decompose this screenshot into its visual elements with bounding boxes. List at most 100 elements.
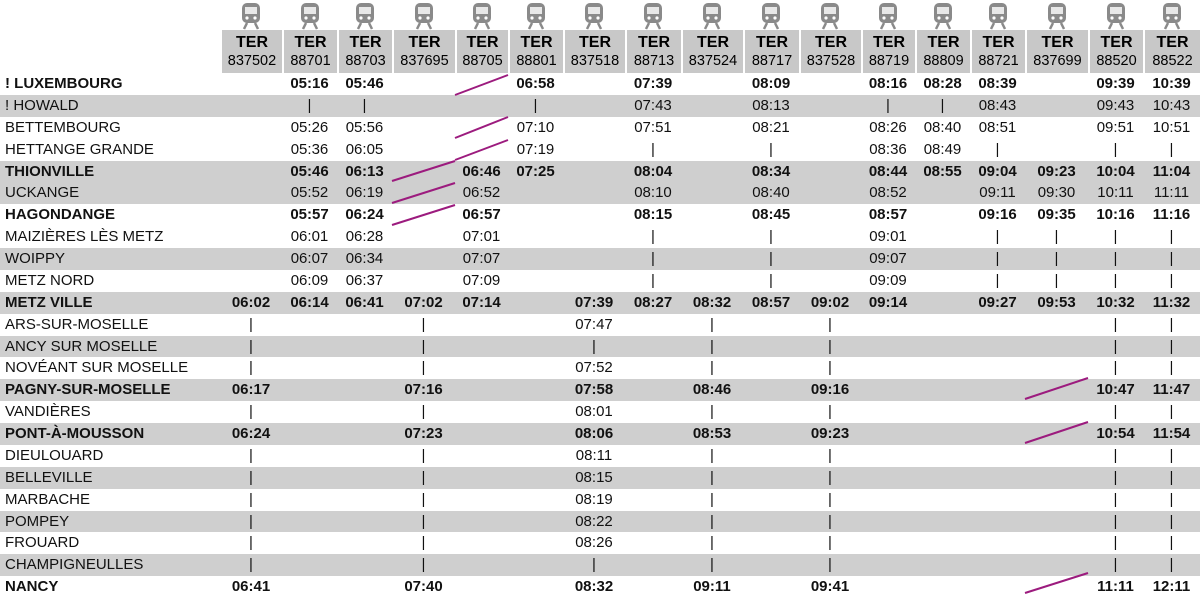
time: 07:39 — [574, 293, 614, 311]
train-header: TER 88705 — [455, 30, 508, 73]
time: 07:02 — [404, 293, 443, 311]
pass-through: | — [249, 403, 253, 421]
time: 09:09 — [869, 271, 907, 289]
pass-through: | — [1113, 228, 1118, 246]
time: 10:51 — [1152, 118, 1191, 136]
train-type: TER — [579, 34, 611, 51]
time: 10:43 — [1152, 96, 1191, 114]
train-icon — [414, 3, 433, 30]
station-name: THIONVILLE — [5, 162, 95, 180]
time: 08:36 — [869, 140, 907, 158]
time: 07:19 — [516, 140, 555, 158]
pass-through: | — [769, 250, 773, 267]
timetable-row — [0, 510, 1200, 533]
pass-through: | — [1169, 446, 1174, 464]
train-header: TER 88703 — [337, 30, 392, 73]
pass-through: | — [421, 403, 426, 421]
pass-through: | — [828, 556, 832, 574]
train-number: 88809 — [923, 53, 964, 69]
train-icon — [703, 3, 721, 30]
time: 09:14 — [868, 293, 908, 311]
station-name: PAGNY-SUR-MOSELLE — [5, 381, 171, 399]
station-name: VANDIÈRES — [5, 403, 91, 421]
pass-through: | — [1113, 271, 1118, 289]
time: 08:26 — [869, 118, 907, 136]
timetable-row — [0, 94, 1200, 117]
time: 09:16 — [978, 206, 1017, 224]
train-icon — [355, 3, 374, 30]
pass-through: | — [1054, 250, 1059, 267]
time: 09:27 — [978, 293, 1017, 311]
time: 08:32 — [692, 293, 732, 311]
train-type: TER — [520, 34, 553, 51]
time: 08:39 — [978, 75, 1017, 92]
train-number: 88721 — [978, 53, 1019, 69]
time: 05:57 — [290, 206, 329, 224]
pass-through: | — [828, 337, 832, 355]
time: 08:34 — [751, 162, 791, 180]
pass-through: | — [651, 140, 655, 158]
pass-through: | — [1169, 512, 1174, 530]
time: 06:19 — [345, 184, 384, 202]
time: 08:40 — [923, 118, 962, 136]
time: 10:47 — [1096, 381, 1135, 399]
time: 07:39 — [633, 75, 673, 92]
time: 05:56 — [345, 118, 384, 136]
time: 09:30 — [1037, 184, 1076, 202]
train-number: 88717 — [751, 53, 793, 69]
time: 07:14 — [462, 293, 501, 311]
pass-through: | — [995, 228, 1000, 246]
train-type: TER — [697, 34, 729, 51]
pass-through: | — [421, 512, 426, 530]
time: 11:11 — [1097, 578, 1134, 596]
time: 08:49 — [923, 140, 962, 158]
pass-through: | — [1113, 359, 1118, 377]
time: 06:37 — [345, 271, 384, 289]
train-number: 88520 — [1096, 53, 1137, 69]
pass-through: | — [710, 337, 714, 355]
time: 07:25 — [516, 162, 555, 180]
time: 07:52 — [575, 359, 613, 377]
timetable-row — [0, 160, 1200, 183]
pass-through: | — [421, 446, 426, 464]
pass-through: | — [421, 490, 426, 508]
time: 06:24 — [231, 425, 271, 442]
time: 08:45 — [751, 206, 791, 224]
time: 06:57 — [462, 206, 501, 224]
timetable-row — [0, 182, 1200, 205]
timetable-row — [0, 291, 1200, 314]
time: 08:27 — [633, 293, 673, 311]
pass-through: | — [421, 337, 426, 355]
train-icon — [242, 3, 260, 30]
station-name: FROUARD — [5, 534, 80, 552]
time: 07:09 — [462, 271, 501, 289]
time: 06:52 — [462, 184, 501, 202]
train-header: TER 88801 — [508, 30, 563, 73]
timetable-row — [0, 423, 1200, 445]
time: 08:06 — [574, 425, 614, 442]
pass-through: | — [1054, 271, 1059, 289]
pass-through: | — [1169, 315, 1174, 333]
train-type: TER — [1041, 34, 1074, 51]
time: 08:57 — [868, 206, 908, 224]
time: 06:28 — [345, 228, 384, 246]
time: 09:01 — [869, 228, 907, 246]
train-number: 837518 — [570, 53, 620, 69]
time: 08:10 — [634, 184, 672, 202]
pass-through: | — [1169, 337, 1174, 355]
pass-through: | — [1169, 359, 1174, 377]
train-type: TER — [1156, 34, 1189, 51]
train-number: 837524 — [688, 53, 738, 69]
train-header: TER 88522 — [1143, 30, 1200, 73]
station-name: BELLEVILLE — [5, 468, 93, 486]
pass-through: | — [362, 96, 367, 114]
time: 06:17 — [231, 381, 271, 399]
pass-through: | — [1113, 337, 1118, 355]
time: 08:15 — [633, 206, 673, 224]
pass-through: | — [249, 468, 253, 486]
station-name: HAGONDANGE — [5, 206, 116, 224]
pass-through: | — [769, 228, 773, 246]
time: 10:39 — [1152, 75, 1191, 92]
pass-through: | — [249, 337, 253, 355]
